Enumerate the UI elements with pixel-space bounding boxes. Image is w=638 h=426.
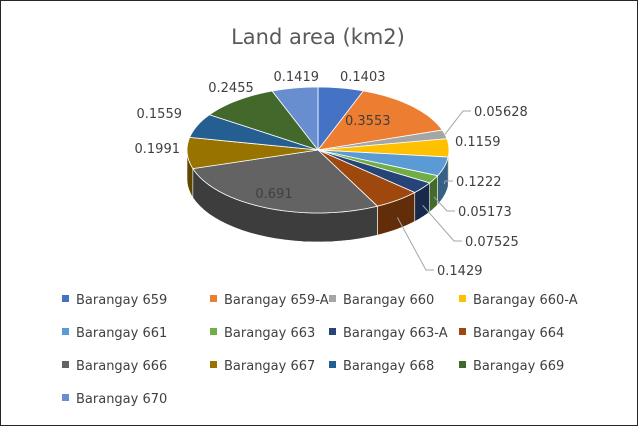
leader-line <box>422 204 462 242</box>
legend-swatch <box>62 361 69 368</box>
legend-label: Barangay 659-A <box>224 293 329 308</box>
pie-top <box>186 86 450 214</box>
data-label: 0.05173 <box>458 205 512 220</box>
data-labels: 0.1403 0.3553 0.05628 0.1159 0.1222 0.05173 0.… <box>135 70 528 279</box>
legend-swatch <box>62 394 69 401</box>
pie-slice-barangay-659-a <box>317 90 443 151</box>
leader-line <box>444 110 471 135</box>
data-label: 0.1222 <box>456 175 502 190</box>
data-label: 0.2455 <box>208 81 254 96</box>
data-label: 0.1403 <box>340 70 386 85</box>
data-label: 0.3553 <box>345 114 391 129</box>
legend-swatch <box>329 295 336 302</box>
legend-swatch <box>459 295 466 302</box>
legend-label: Barangay 666 <box>76 359 167 374</box>
legend-swatch <box>459 328 466 335</box>
pie-slice-barangay-664 <box>317 149 416 207</box>
pie-slice-barangay-666 <box>192 149 379 214</box>
data-label: 0.1429 <box>437 264 483 279</box>
pie-slice-barangay-668 <box>189 114 319 151</box>
legend-label: Barangay 660 <box>343 293 434 308</box>
leader-lines <box>396 110 471 271</box>
legend-label: Barangay 659 <box>76 293 167 308</box>
pie-slice-barangay-670 <box>271 86 319 152</box>
legend-label: Barangay 661 <box>76 326 167 341</box>
leader-line <box>433 196 455 212</box>
data-label: 0.1991 <box>135 142 181 157</box>
pie-slice-barangay-659 <box>317 86 365 152</box>
pie-slice-barangay-667 <box>186 136 319 170</box>
pie-slice-barangay-669 <box>208 90 320 151</box>
legend-label: Barangay 667 <box>224 359 315 374</box>
chart-title: Land area (km2) <box>231 25 405 49</box>
legend-label: Barangay 668 <box>343 359 434 374</box>
leader-line <box>443 180 453 185</box>
legend-swatch <box>210 328 217 335</box>
legend-swatch <box>329 361 336 368</box>
legend: Barangay 659 Barangay 659-A Barangay 660 Ba… <box>62 293 578 407</box>
data-label: 0.1559 <box>137 107 183 122</box>
pie-slice-barangay-661 <box>317 149 449 177</box>
legend-swatch <box>459 361 466 368</box>
legend-swatch <box>210 361 217 368</box>
legend-label: Barangay 663-A <box>343 326 448 341</box>
legend-label: Barangay 660-A <box>473 293 578 308</box>
pie-sides <box>186 149 450 243</box>
data-label: 0.05628 <box>474 105 528 120</box>
legend-label: Barangay 670 <box>76 392 167 407</box>
pie-slice-barangay-660-a <box>317 138 450 158</box>
data-label: 0.07525 <box>465 235 519 250</box>
leader-line <box>396 217 434 271</box>
legend-label: Barangay 664 <box>473 326 564 341</box>
legend-swatch <box>62 295 69 302</box>
legend-swatch <box>62 328 69 335</box>
legend-swatch <box>210 295 217 302</box>
data-label: 0.1159 <box>455 135 501 150</box>
legend-label: Barangay 663 <box>224 326 315 341</box>
data-label: 0.691 <box>255 187 292 202</box>
legend-swatch <box>329 328 336 335</box>
data-label: 0.1419 <box>274 70 320 85</box>
legend-label: Barangay 669 <box>473 359 564 374</box>
